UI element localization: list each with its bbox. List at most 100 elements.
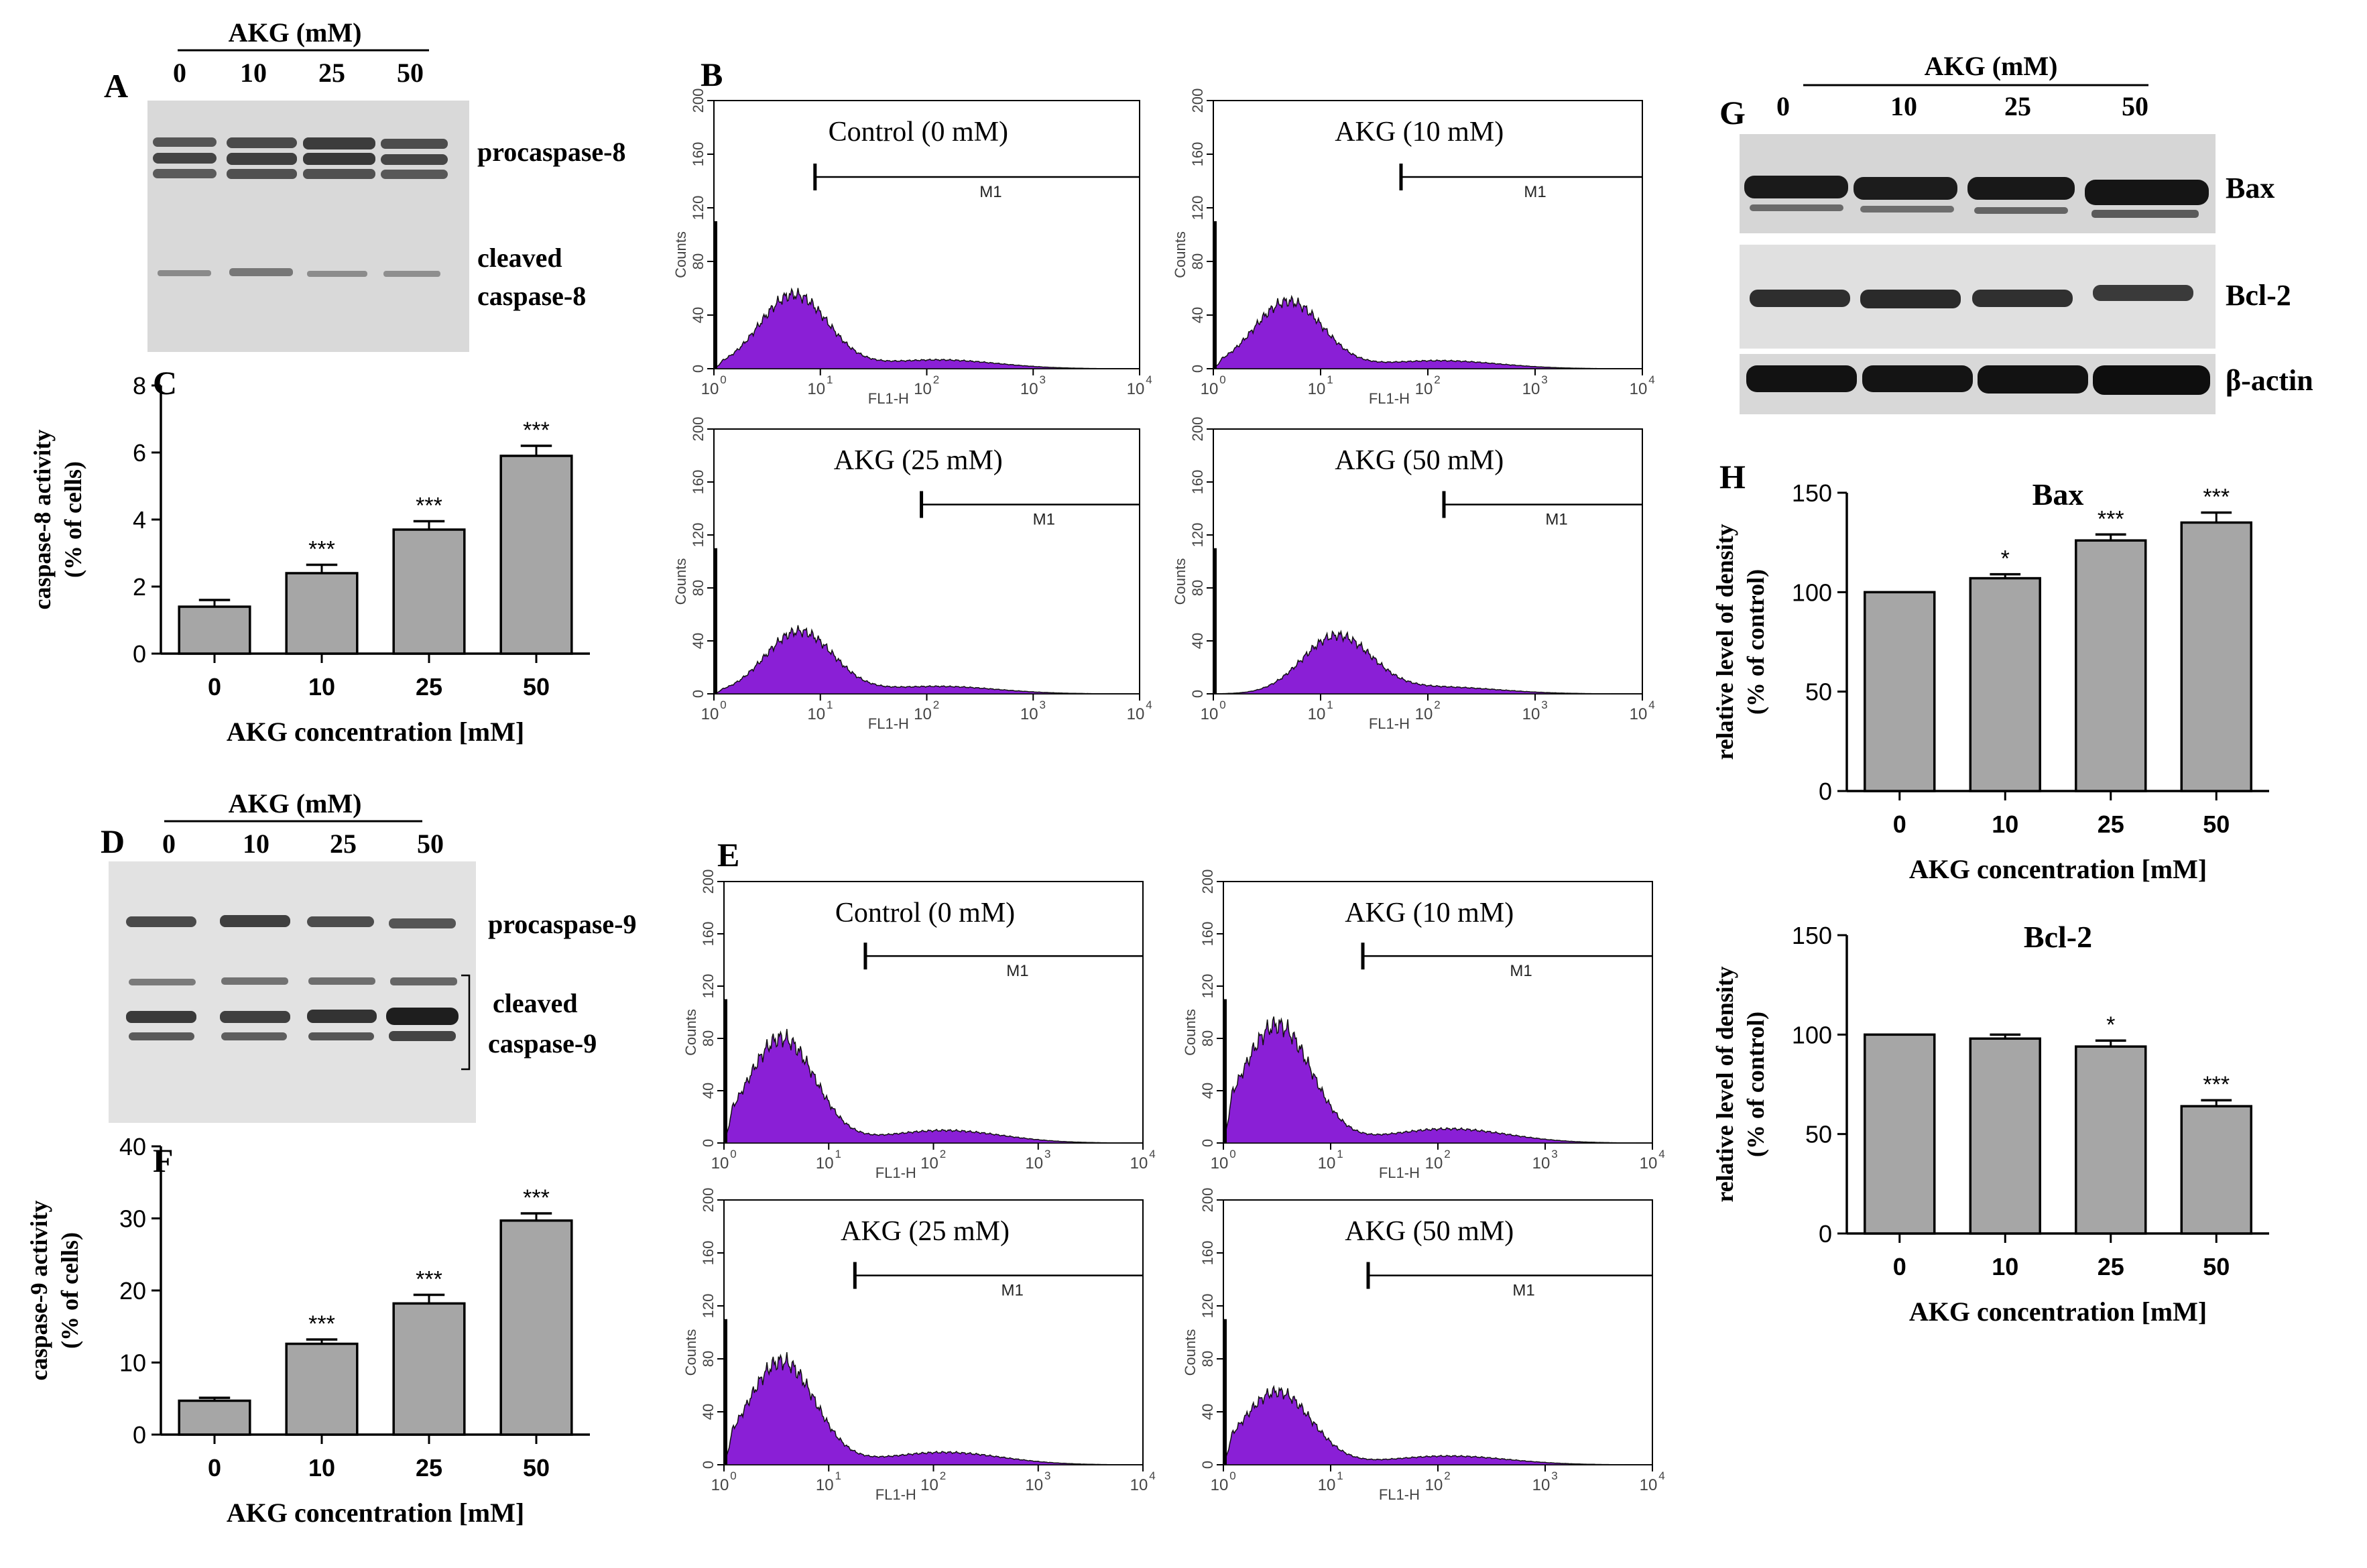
- y-tick-label: 120: [1199, 974, 1216, 999]
- y-tick-label: 50: [1805, 678, 1832, 706]
- blot-band: [1978, 365, 2088, 394]
- y-tick-label: 0: [1189, 690, 1206, 698]
- y-tick-label: 120: [700, 974, 717, 999]
- x-tick-exponent: 2: [1434, 699, 1440, 711]
- histogram-area: [723, 1028, 1143, 1144]
- y-tick-label: 160: [700, 922, 717, 947]
- x-tick-exponent: 2: [940, 1148, 946, 1160]
- x-tick-label: 10: [1425, 1476, 1443, 1494]
- y-tick-label: 80: [700, 1351, 717, 1367]
- panel-a: A AKG (mM) 0 10 25 50 proc: [104, 17, 625, 352]
- x-tick-label: 0: [208, 673, 221, 701]
- blot-band: [153, 153, 217, 164]
- y-tick-label: 100: [1792, 579, 1832, 606]
- y-axis-title: caspase-9 activity: [25, 1201, 52, 1381]
- x-tick-exponent: 3: [1541, 699, 1547, 711]
- y-tick-label: 80: [1199, 1351, 1216, 1367]
- y-tick-label: 4: [133, 506, 146, 534]
- y-tick-label: 0: [1199, 1461, 1216, 1469]
- x-axis-title: FL1-H: [868, 715, 909, 732]
- y-tick-label: 2: [133, 573, 146, 601]
- y-tick-label: 40: [1189, 633, 1206, 649]
- panel-letter-f: F: [153, 1142, 174, 1179]
- y-tick-label: 160: [1189, 470, 1206, 495]
- x-tick-label: 10: [920, 1476, 938, 1494]
- y-axis-title: (% of control): [1742, 1012, 1769, 1157]
- histogram-area: [1223, 1016, 1653, 1144]
- blot-d-bracket: [461, 974, 471, 1071]
- blot-band: [158, 270, 211, 276]
- y-tick-label: 50: [1805, 1121, 1832, 1148]
- blot-band: [389, 918, 456, 928]
- blot-g-lane-label: 10: [1890, 91, 1917, 121]
- y-tick-label: 40: [1189, 307, 1206, 323]
- blot-band: [1854, 177, 1957, 200]
- y-axis-title: Counts: [672, 558, 689, 605]
- x-tick-label: 10: [1130, 1476, 1148, 1494]
- blot-a-bands: [153, 137, 448, 277]
- blot-band: [227, 137, 297, 148]
- significance-mark: ***: [2203, 1072, 2230, 1097]
- x-tick-label: 10: [701, 705, 719, 723]
- x-tick-label: 10: [1532, 1476, 1551, 1494]
- y-tick-label: 40: [700, 1404, 717, 1420]
- x-tick-label: 50: [2203, 810, 2230, 838]
- y-tick-label: 120: [690, 196, 707, 221]
- x-axis-title: FL1-H: [1379, 1164, 1420, 1181]
- x-axis-title: FL1-H: [875, 1486, 916, 1503]
- blot-a-header: AKG (mM): [229, 17, 362, 48]
- blot-d-lane-label: 25: [330, 829, 357, 859]
- x-axis-title: AKG concentration [mM]: [1909, 1296, 2207, 1327]
- y-tick-label: 120: [1199, 1294, 1216, 1319]
- y-tick-label: 40: [700, 1083, 717, 1099]
- blot-band: [303, 137, 375, 149]
- panel-d: D AKG (mM) 0 10 25 50 proc: [101, 788, 636, 1123]
- x-tick-label: 10: [1415, 705, 1433, 723]
- blot-g-label-bax: Bax: [2226, 172, 2274, 204]
- blot-band: [227, 169, 297, 179]
- panel-letter-e: E: [717, 836, 739, 873]
- x-tick-exponent: 4: [1146, 373, 1152, 386]
- x-axis-title: AKG concentration [mM]: [227, 1498, 524, 1528]
- x-tick-exponent: 2: [1444, 1148, 1450, 1160]
- blot-g-lane-labels: 0 10 25 50: [1776, 91, 2148, 121]
- x-tick-exponent: 0: [720, 373, 726, 386]
- y-axis-title: Counts: [682, 1329, 699, 1376]
- blot-d-lane-labels: 0 10 25 50: [162, 829, 444, 859]
- blot-band: [381, 139, 448, 149]
- blot-band: [153, 169, 217, 178]
- bar-chart-h2: 0 50 100 150 0 10 * 25 *** 50 AKG concentration [m…: [1711, 920, 2269, 1327]
- y-tick-label: 200: [1199, 1188, 1216, 1213]
- blot-d-bands: [126, 915, 459, 1041]
- histogram-area: [1213, 629, 1642, 695]
- bar: [1969, 577, 2041, 792]
- bar-chart-c: 0 2 4 6 8 0 *** 10 *** 25 *** 50 AKG concentration […: [29, 372, 590, 747]
- significance-mark: ***: [523, 418, 550, 443]
- x-axis-title: AKG concentration [mM]: [227, 717, 524, 747]
- y-tick-label: 0: [1189, 365, 1206, 373]
- bar: [178, 1399, 251, 1436]
- gate-label: M1: [1545, 511, 1567, 529]
- blot-g-lane-label: 50: [2122, 91, 2148, 121]
- y-tick-label: 40: [690, 633, 707, 649]
- bar: [2180, 1105, 2252, 1235]
- y-tick-label: 80: [690, 253, 707, 269]
- bar: [1864, 591, 1936, 792]
- blot-band: [1967, 177, 2075, 200]
- x-tick-label: 10: [807, 705, 825, 723]
- blot-a-lane-label: 50: [397, 58, 424, 88]
- bar: [2180, 521, 2252, 792]
- x-tick-exponent: 1: [827, 699, 833, 711]
- y-tick-label: 150: [1792, 922, 1832, 949]
- x-tick-label: 10: [1630, 705, 1648, 723]
- blot-a-lane-label: 0: [173, 58, 186, 88]
- x-tick-label: 10: [816, 1476, 834, 1494]
- blot-band: [220, 915, 290, 927]
- x-tick-exponent: 4: [1648, 373, 1654, 386]
- x-tick-exponent: 2: [933, 699, 939, 711]
- x-tick-label: 10: [1020, 380, 1038, 398]
- x-tick-exponent: 0: [1229, 1148, 1235, 1160]
- blot-band: [303, 153, 375, 165]
- x-tick-label: 10: [1201, 380, 1219, 398]
- blot-band: [381, 154, 448, 165]
